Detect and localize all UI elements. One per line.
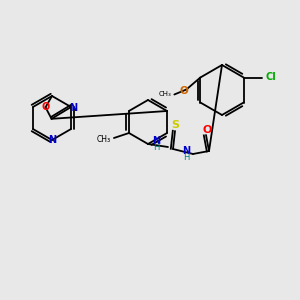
Text: N: N [182,146,190,156]
Text: S: S [171,120,179,130]
Text: O: O [180,86,189,97]
Text: CH₃: CH₃ [97,134,111,143]
Text: N: N [69,103,77,113]
Text: Cl: Cl [266,73,276,82]
Text: H: H [153,143,159,152]
Text: N: N [152,136,160,146]
Text: CH₃: CH₃ [159,92,171,98]
Text: O: O [41,102,50,112]
Text: N: N [48,135,56,145]
Text: H: H [183,154,189,163]
Text: O: O [202,125,212,135]
